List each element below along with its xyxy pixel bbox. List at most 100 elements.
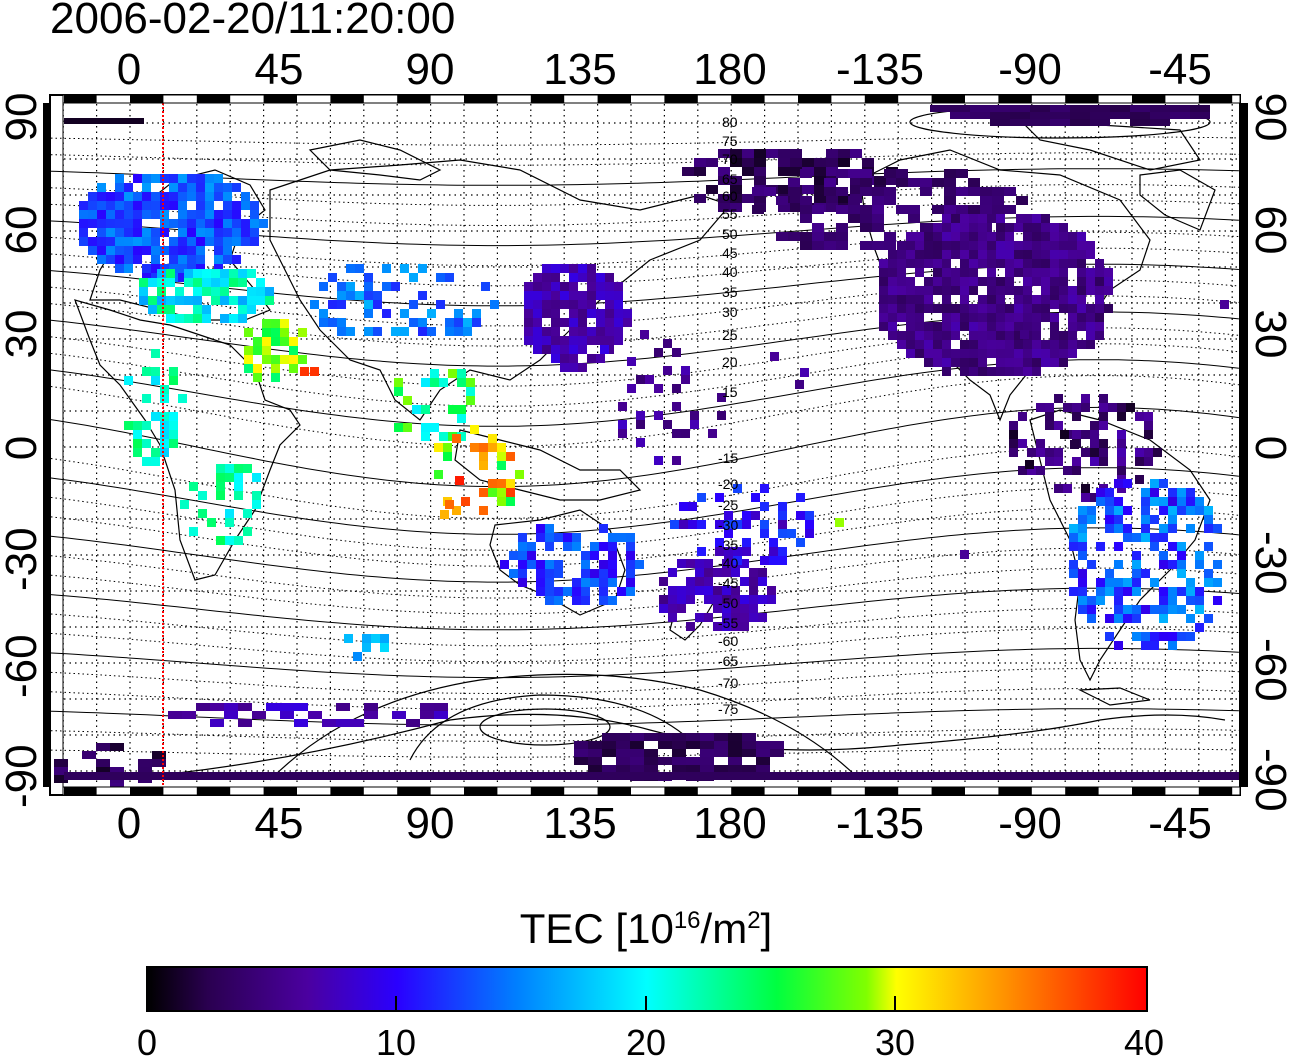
tec-cell	[717, 411, 726, 420]
tec-cell	[1032, 268, 1041, 277]
tec-cell	[472, 309, 481, 318]
tec-cell	[960, 223, 969, 232]
tec-cell	[614, 282, 623, 291]
tec-cell	[225, 518, 234, 527]
tec-cell	[169, 367, 178, 376]
tec-cell	[1078, 506, 1087, 515]
tec-cell	[1204, 515, 1213, 524]
tec-cell	[151, 237, 160, 246]
tec-cell	[1014, 367, 1023, 376]
tec-cell	[1177, 542, 1186, 551]
contour-label: -40	[718, 555, 738, 571]
tec-cell	[1023, 304, 1032, 313]
tec-cell	[1095, 322, 1104, 331]
tec-cell	[572, 542, 581, 551]
tec-cell	[1081, 430, 1090, 439]
tec-cell	[645, 375, 654, 384]
tec-cell	[915, 268, 924, 277]
tec-cell	[470, 443, 479, 452]
tec-cell	[1063, 403, 1072, 412]
tec-cell	[800, 368, 809, 377]
tec-cell	[1132, 587, 1141, 596]
tec-cell	[490, 300, 499, 309]
tec-cell	[605, 309, 614, 318]
tec-cell	[1186, 587, 1195, 596]
tec-cell	[1150, 119, 1170, 126]
tec-cell	[704, 559, 713, 568]
tec-cell	[457, 432, 466, 441]
tec-cell	[860, 187, 872, 196]
tec-cell	[715, 493, 724, 502]
tec-cell	[225, 464, 234, 473]
tec-cell	[942, 277, 951, 286]
tec-cell	[355, 264, 364, 273]
tec-cell	[400, 327, 409, 336]
colorbar-title-unit: /m	[700, 905, 748, 952]
tec-cell	[987, 232, 996, 241]
tec-cell	[133, 237, 142, 246]
tec-cell	[262, 328, 271, 337]
tec-cell	[933, 286, 942, 295]
tec-cell	[337, 291, 346, 300]
tec-cell	[626, 587, 635, 596]
tec-cell	[587, 300, 596, 309]
tec-cell	[506, 497, 515, 506]
tec-cell	[319, 282, 328, 291]
tec-cell	[944, 196, 956, 205]
tec-cell	[151, 457, 160, 466]
map-timestamp: 2006-02-20/11:20:00	[50, 0, 456, 43]
tec-cell	[1087, 506, 1096, 515]
tec-cell	[776, 232, 788, 241]
tec-cell	[524, 309, 533, 318]
tec-cell	[223, 255, 232, 264]
tec-cell	[238, 703, 252, 711]
magnetic-contour	[46, 547, 1239, 599]
tec-cell	[142, 439, 151, 448]
tec-cell	[668, 586, 677, 595]
tec-cell	[756, 749, 770, 757]
tec-cell	[1114, 479, 1123, 488]
tec-cell	[1077, 286, 1086, 295]
tec-cell	[838, 149, 850, 158]
tec-cell	[790, 158, 802, 167]
tec-cell	[151, 246, 160, 255]
tec-cell	[1023, 259, 1032, 268]
tec-cell	[1078, 533, 1087, 542]
tec-cell	[824, 232, 836, 241]
tec-cell	[214, 210, 223, 219]
tec-cell	[1068, 295, 1077, 304]
tec-cell	[578, 264, 587, 273]
border-block-top	[597, 95, 631, 103]
tec-cell	[319, 318, 328, 327]
tec-cell	[214, 246, 223, 255]
contour-label: -30	[718, 517, 738, 533]
tec-cell	[742, 733, 756, 741]
tec-cell	[563, 587, 572, 596]
tec-cell	[884, 241, 896, 250]
tec-cell	[271, 355, 280, 364]
tec-cell	[826, 158, 838, 167]
border-block-top	[130, 95, 164, 103]
tec-cell	[151, 228, 160, 237]
tec-cell	[987, 214, 996, 223]
colorbar-mark-10	[395, 996, 397, 1010]
tec-cell	[298, 355, 307, 364]
tec-cell	[915, 241, 924, 250]
tec-cell	[970, 112, 990, 119]
tec-cell	[713, 622, 722, 631]
tec-cell	[1105, 497, 1114, 506]
colorbar-tick-40: 40	[1123, 1022, 1165, 1063]
border-block-bottom	[998, 787, 1032, 795]
tec-cell	[1186, 614, 1195, 623]
magnetic-contour	[46, 168, 1239, 186]
tec-cell	[1168, 515, 1177, 524]
tec-cell	[581, 560, 590, 569]
tec-cell	[1168, 497, 1177, 506]
tec-cell	[1114, 596, 1123, 605]
tec-cell	[160, 439, 169, 448]
tec-cell	[706, 158, 718, 167]
tec-cell	[220, 269, 229, 278]
tec-cell	[1005, 358, 1014, 367]
tec-cell	[533, 273, 542, 282]
south-magnetic-contour-arc	[269, 673, 861, 781]
